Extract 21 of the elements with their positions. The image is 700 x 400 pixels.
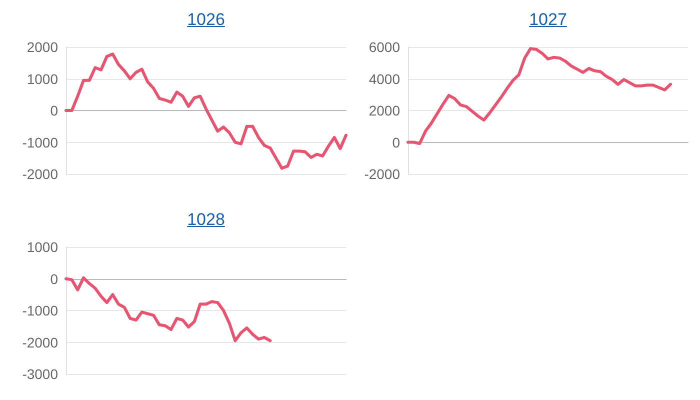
line-series bbox=[406, 47, 672, 146]
y-tick-label: -1000 bbox=[22, 134, 58, 150]
chart-title: 1027 bbox=[528, 10, 568, 30]
y-tick-label: -2000 bbox=[364, 166, 400, 182]
y-tick-label: 6000 bbox=[368, 39, 400, 55]
y-tick-label: -2000 bbox=[22, 166, 58, 182]
y-tick-label: -2000 bbox=[22, 334, 58, 350]
chart-title: 1026 bbox=[186, 10, 226, 30]
y-tick-label: 1000 bbox=[26, 239, 58, 255]
y-tick-label: 0 bbox=[50, 270, 58, 287]
y-tick-label: 0 bbox=[50, 102, 58, 118]
chart-title: 1028 bbox=[186, 210, 226, 230]
y-tick-label: 0 bbox=[392, 134, 400, 150]
y-tick-label: 1000 bbox=[26, 70, 58, 87]
y-tick-label: 2000 bbox=[26, 39, 58, 55]
line-series bbox=[64, 276, 272, 342]
y-tick-label: 2000 bbox=[368, 102, 400, 118]
y-tick-label: -3000 bbox=[22, 366, 58, 382]
y-tick-label: -1000 bbox=[22, 302, 58, 318]
line-series bbox=[64, 52, 348, 170]
y-tick-label: 4000 bbox=[368, 70, 400, 87]
